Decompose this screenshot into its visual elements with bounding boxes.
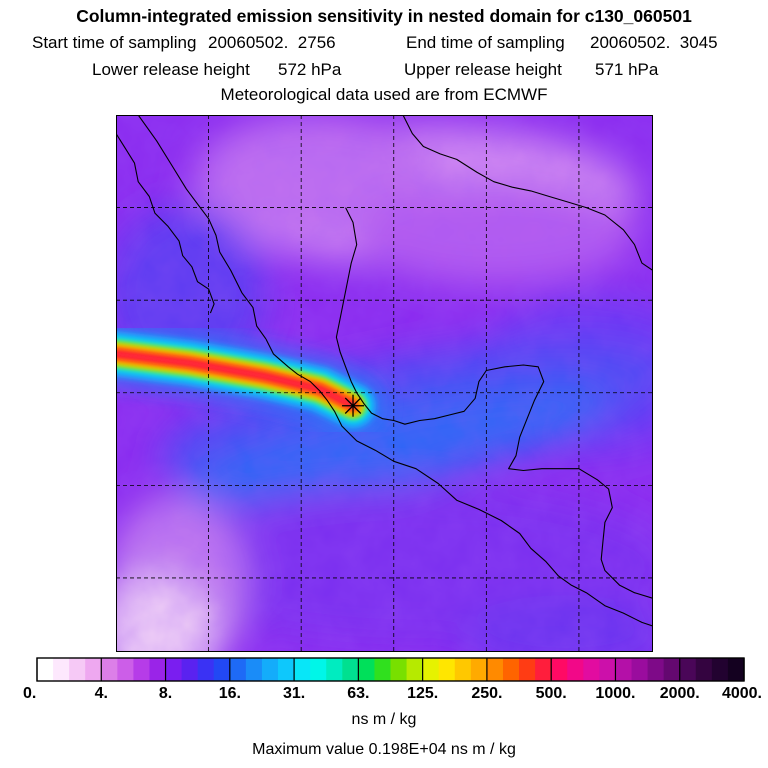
colorbar-swatch [502,658,520,681]
release-heights-row: Lower release height 572 hPa Upper relea… [0,60,768,80]
colorbar-swatch [294,658,311,681]
colorbar-swatch [261,658,279,681]
chart-title: Column-integrated emission sensitivity i… [76,6,692,26]
colorbar-swatch [567,658,584,681]
colorbar-swatch [663,658,681,681]
colorbar-frame [36,657,745,682]
start-time-label: Start time of sampling [32,33,197,52]
grid-lines [116,115,653,652]
colorbar-tick-label: 8. [159,685,172,702]
colorbar-swatch [647,658,665,681]
colorbar-tick-label: 4000. [722,685,762,702]
colorbar-swatch [519,658,536,681]
colorbar-swatch [149,658,167,681]
colorbar-swatch [615,658,633,681]
colorbar-swatch [229,658,247,681]
colorbar-swatch [679,658,697,681]
receptor-marker [342,394,365,417]
colorbar-swatch [69,658,86,681]
colorbar-swatch [470,658,488,681]
colorbar-swatch [422,658,440,681]
colorbar-swatch [535,658,552,681]
sampling-times-row: Start time of sampling 20060502. 2756 En… [0,33,768,53]
colorbar-swatch [406,658,424,681]
colorbar-tick-label: 500. [536,685,567,702]
colorbar-swatch [695,658,713,681]
colorbar-swatch [213,658,231,681]
colorbar-tick-label: 31. [283,685,305,702]
colorbar-tick-labels: 0. 4. 8. 16. 31. 63. 125. 250. 500. 1000. 2000. 400… [23,685,762,702]
colorbar-tick-label: 16. [219,685,241,702]
colorbar-swatch [374,658,392,681]
colorbar-swatch [197,658,215,681]
meteo-source-line: Meteorological data used are from ECMWF [220,85,548,104]
colorbar-swatch [85,658,102,681]
colorbar-swatch [117,658,135,681]
map-canvas [116,115,653,652]
colorbar-swatch [358,658,376,681]
plume [116,318,388,441]
colorbar-units: ns m / kg [351,711,417,728]
colorbar-swatch [245,658,263,681]
colorbar-swatch [310,658,327,681]
upper-release-value: 571 hPa [595,60,659,79]
colorbar-tick-label: 4. [95,685,108,702]
colorbar-swatch [278,658,295,681]
colorbar-swatch [438,658,456,681]
colorbar-tick-label: 125. [407,685,438,702]
colorbar-swatch [53,658,70,681]
colorbar-swatch [551,658,568,681]
coastline [137,115,267,340]
coastlines [116,115,653,627]
coastline [335,207,653,599]
colorbar-swatch [454,658,472,681]
colorbar-tick-label: 0. [23,685,36,702]
sensitivity-map [116,115,653,652]
lower-release-value: 572 hPa [278,60,342,79]
plume-band-7 [116,350,357,410]
colorbar-swatch [631,658,649,681]
coastline [116,133,215,314]
colorbar-ticks [36,658,745,681]
end-time-value: 20060502. 3045 [590,33,718,52]
colorbar-tick-label: 2000. [660,685,700,702]
colorbar-swatch [133,658,151,681]
colorbar-swatch [727,658,745,681]
maximum-value: Maximum value 0.198E+04 ns m / kg [252,741,516,758]
lower-release-label: Lower release height [92,60,250,79]
colorbar-swatch [583,658,600,681]
colorbar-swatch [342,658,359,681]
colorbar-swatch [599,658,617,681]
colorbar-swatch [711,658,729,681]
colorbar-swatch [181,658,199,681]
receptor-star [342,394,365,417]
coastline [402,115,653,271]
map-frame [116,115,653,652]
colorbar-swatch [101,658,118,681]
colorbar-swatch [165,658,183,681]
colorbar-swatch [486,658,504,681]
colorbar-swatch [326,658,343,681]
colorbar-tick-label: 1000. [595,685,635,702]
coastline [265,338,653,627]
colorbar-swatches [36,657,745,682]
colorbar-swatch [37,658,54,681]
colorbar-tick-label: 63. [347,685,369,702]
upper-release-label: Upper release height [404,60,562,79]
colorbar-tick-label: 250. [471,685,502,702]
start-time-value: 20060502. 2756 [208,33,336,52]
end-time-label: End time of sampling [406,33,565,52]
colorbar-swatch [390,658,408,681]
